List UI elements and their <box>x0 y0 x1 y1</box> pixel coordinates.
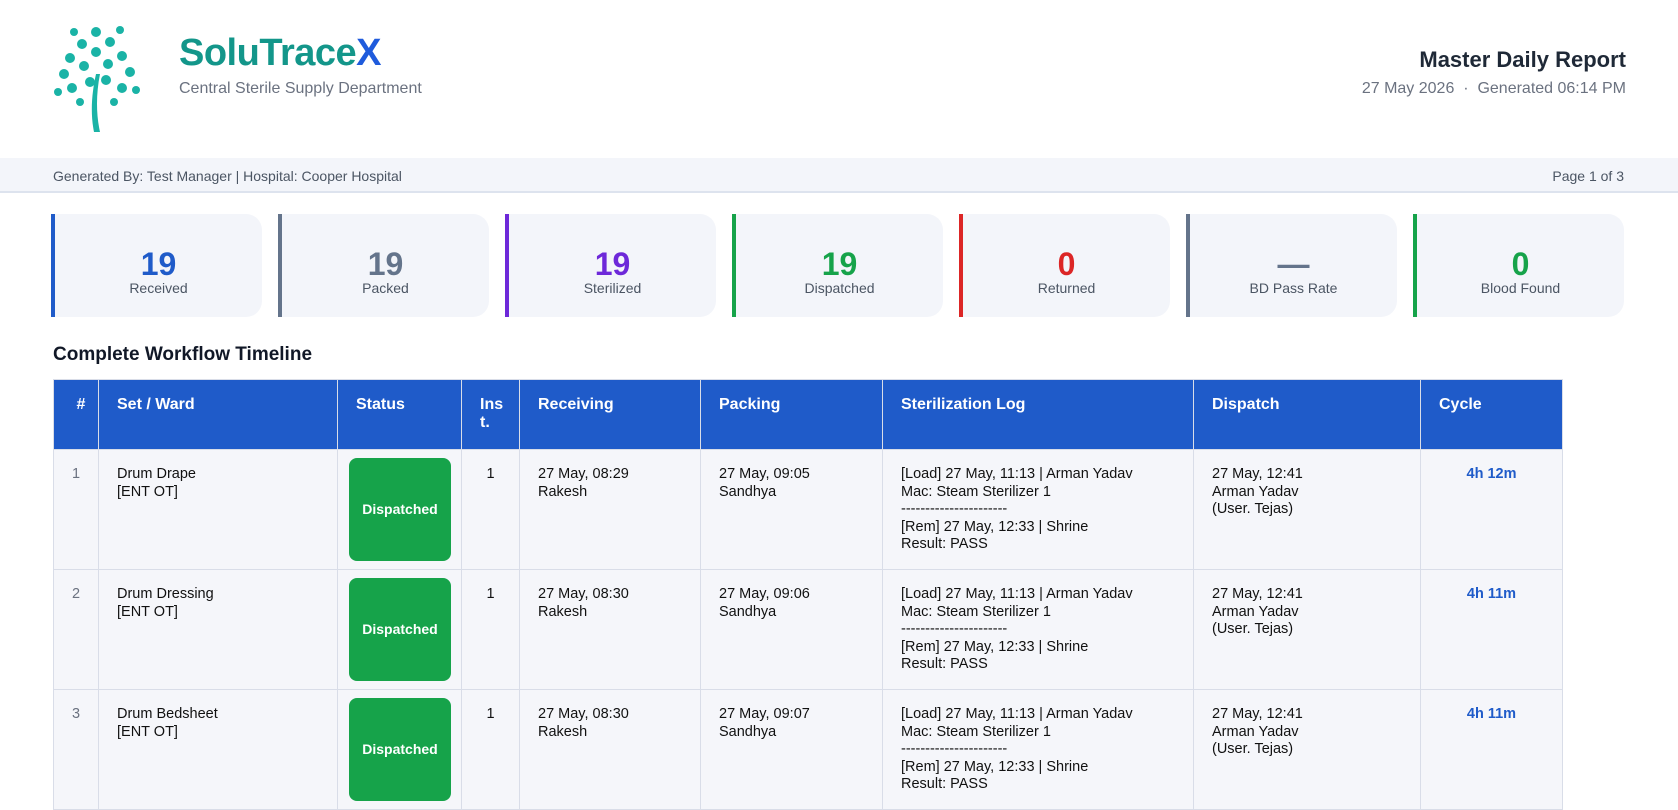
info-bar: Generated By: Test Manager | Hospital: C… <box>0 158 1678 193</box>
stat-card: 19 Received <box>51 214 262 317</box>
column-header: # <box>53 379 99 450</box>
column-header: Set / Ward <box>98 379 338 450</box>
column-header: Inst. <box>461 379 520 450</box>
status-cell: Dispatched <box>337 569 462 690</box>
stat-value: 0 <box>1057 246 1076 282</box>
stat-label: Sterilized <box>583 280 642 296</box>
sterilization-log: [Load] 27 May, 11:13 | Arman Yadav Mac: … <box>882 569 1194 690</box>
column-header: Receiving <box>519 379 701 450</box>
column-header: Sterilization Log <box>882 379 1194 450</box>
row-number: 2 <box>53 569 99 690</box>
cycle: 4h 11m <box>1420 689 1563 810</box>
stat-value: 19 <box>594 246 631 282</box>
packing: 27 May, 09:06 Sandhya <box>700 569 883 690</box>
stat-card: 19 Packed <box>278 214 489 317</box>
stat-label: Blood Found <box>1480 280 1561 296</box>
generated-by: Generated By: Test Manager | Hospital: C… <box>53 168 402 184</box>
instruments: 1 <box>461 689 520 810</box>
report-date: 27 May 2026 · Generated 06:14 PM <box>1362 80 1626 98</box>
report-title: Master Daily Report <box>1419 47 1626 72</box>
page: SoluTraceX Central Sterile Supply Depart… <box>0 26 1678 810</box>
stat-value: 0 <box>1511 246 1530 282</box>
receiving: 27 May, 08:29 Rakesh <box>519 449 701 570</box>
stat-cards: 19 Received 19 Packed 19 Sterilized 19 Dispatch… <box>51 214 1624 317</box>
packing: 27 May, 09:07 Sandhya <box>700 689 883 810</box>
stat-label: Returned <box>1037 280 1096 296</box>
sterilization-log: [Load] 27 May, 11:13 | Arman Yadav Mac: … <box>882 449 1194 570</box>
stat-value: 19 <box>821 246 858 282</box>
set-ward: Drum Drape [ENT OT] <box>98 449 338 570</box>
section-title: Complete Workflow Timeline <box>53 344 313 365</box>
header-row: # Set / Ward Status Inst. Receiving Packing St… <box>53 379 1563 450</box>
instruments: 1 <box>461 449 520 570</box>
stat-card: — BD Pass Rate <box>1186 214 1397 317</box>
stat-card: 0 Returned <box>959 214 1170 317</box>
logo <box>54 26 140 132</box>
page-number: Page 1 of 3 <box>1552 168 1624 184</box>
separator: · <box>1463 80 1469 97</box>
brand-accent: X <box>356 32 381 74</box>
stat-value: 19 <box>140 246 177 282</box>
stat-label: Dispatched <box>804 280 875 296</box>
date: 27 May 2026 <box>1361 80 1455 97</box>
stat-label: Packed <box>362 280 409 296</box>
stat-value: 19 <box>367 246 404 282</box>
brand-main: SoluTrace <box>179 32 357 74</box>
table-row: 1 Drum Drape [ENT OT] Dispatched 1 27 May, 0… <box>53 449 1563 570</box>
receiving: 27 May, 08:30 Rakesh <box>519 569 701 690</box>
stat-card: 0 Blood Found <box>1413 214 1624 317</box>
instruments: 1 <box>461 569 520 690</box>
receiving: 27 May, 08:30 Rakesh <box>519 689 701 810</box>
row-number: 3 <box>53 689 99 810</box>
timeline-table: # Set / Ward Status Inst. Receiving Packing St… <box>53 379 1563 810</box>
dispatch: 27 May, 12:41 Arman Yadav (User. Tejas) <box>1193 449 1421 570</box>
status-badge: Dispatched <box>349 578 451 681</box>
cycle: 4h 11m <box>1420 569 1563 690</box>
stat-card: 19 Dispatched <box>732 214 943 317</box>
dispatch: 27 May, 12:41 Arman Yadav (User. Tejas) <box>1193 569 1421 690</box>
generated: Generated 06:14 PM <box>1477 80 1626 97</box>
status-cell: Dispatched <box>337 449 462 570</box>
column-header: Cycle <box>1420 379 1563 450</box>
table-row: 2 Drum Dressing [ENT OT] Dispatched 1 27 May… <box>53 569 1563 690</box>
dispatch: 27 May, 12:41 Arman Yadav (User. Tejas) <box>1193 689 1421 810</box>
stat-value: — <box>1277 246 1310 282</box>
set-ward: Drum Dressing [ENT OT] <box>98 569 338 690</box>
table-row: 3 Drum Bedsheet [ENT OT] Dispatched 1 27 May… <box>53 689 1563 810</box>
sterilization-log: [Load] 27 May, 11:13 | Arman Yadav Mac: … <box>882 689 1194 810</box>
set-ward: Drum Bedsheet [ENT OT] <box>98 689 338 810</box>
column-header: Dispatch <box>1193 379 1421 450</box>
table-body: 1 Drum Drape [ENT OT] Dispatched 1 27 May, 0… <box>53 449 1563 810</box>
column-header: Packing <box>700 379 883 450</box>
brand: SoluTraceX <box>179 32 381 75</box>
subtitle: Central Sterile Supply Department <box>179 80 422 97</box>
row-number: 1 <box>53 449 99 570</box>
stat-label: Received <box>129 280 188 296</box>
status-cell: Dispatched <box>337 689 462 810</box>
stat-label: BD Pass Rate <box>1249 280 1338 296</box>
status-badge: Dispatched <box>349 458 451 561</box>
packing: 27 May, 09:05 Sandhya <box>700 449 883 570</box>
column-header: Status <box>337 379 462 450</box>
stat-card: 19 Sterilized <box>505 214 716 317</box>
cycle: 4h 12m <box>1420 449 1563 570</box>
status-badge: Dispatched <box>349 698 451 801</box>
